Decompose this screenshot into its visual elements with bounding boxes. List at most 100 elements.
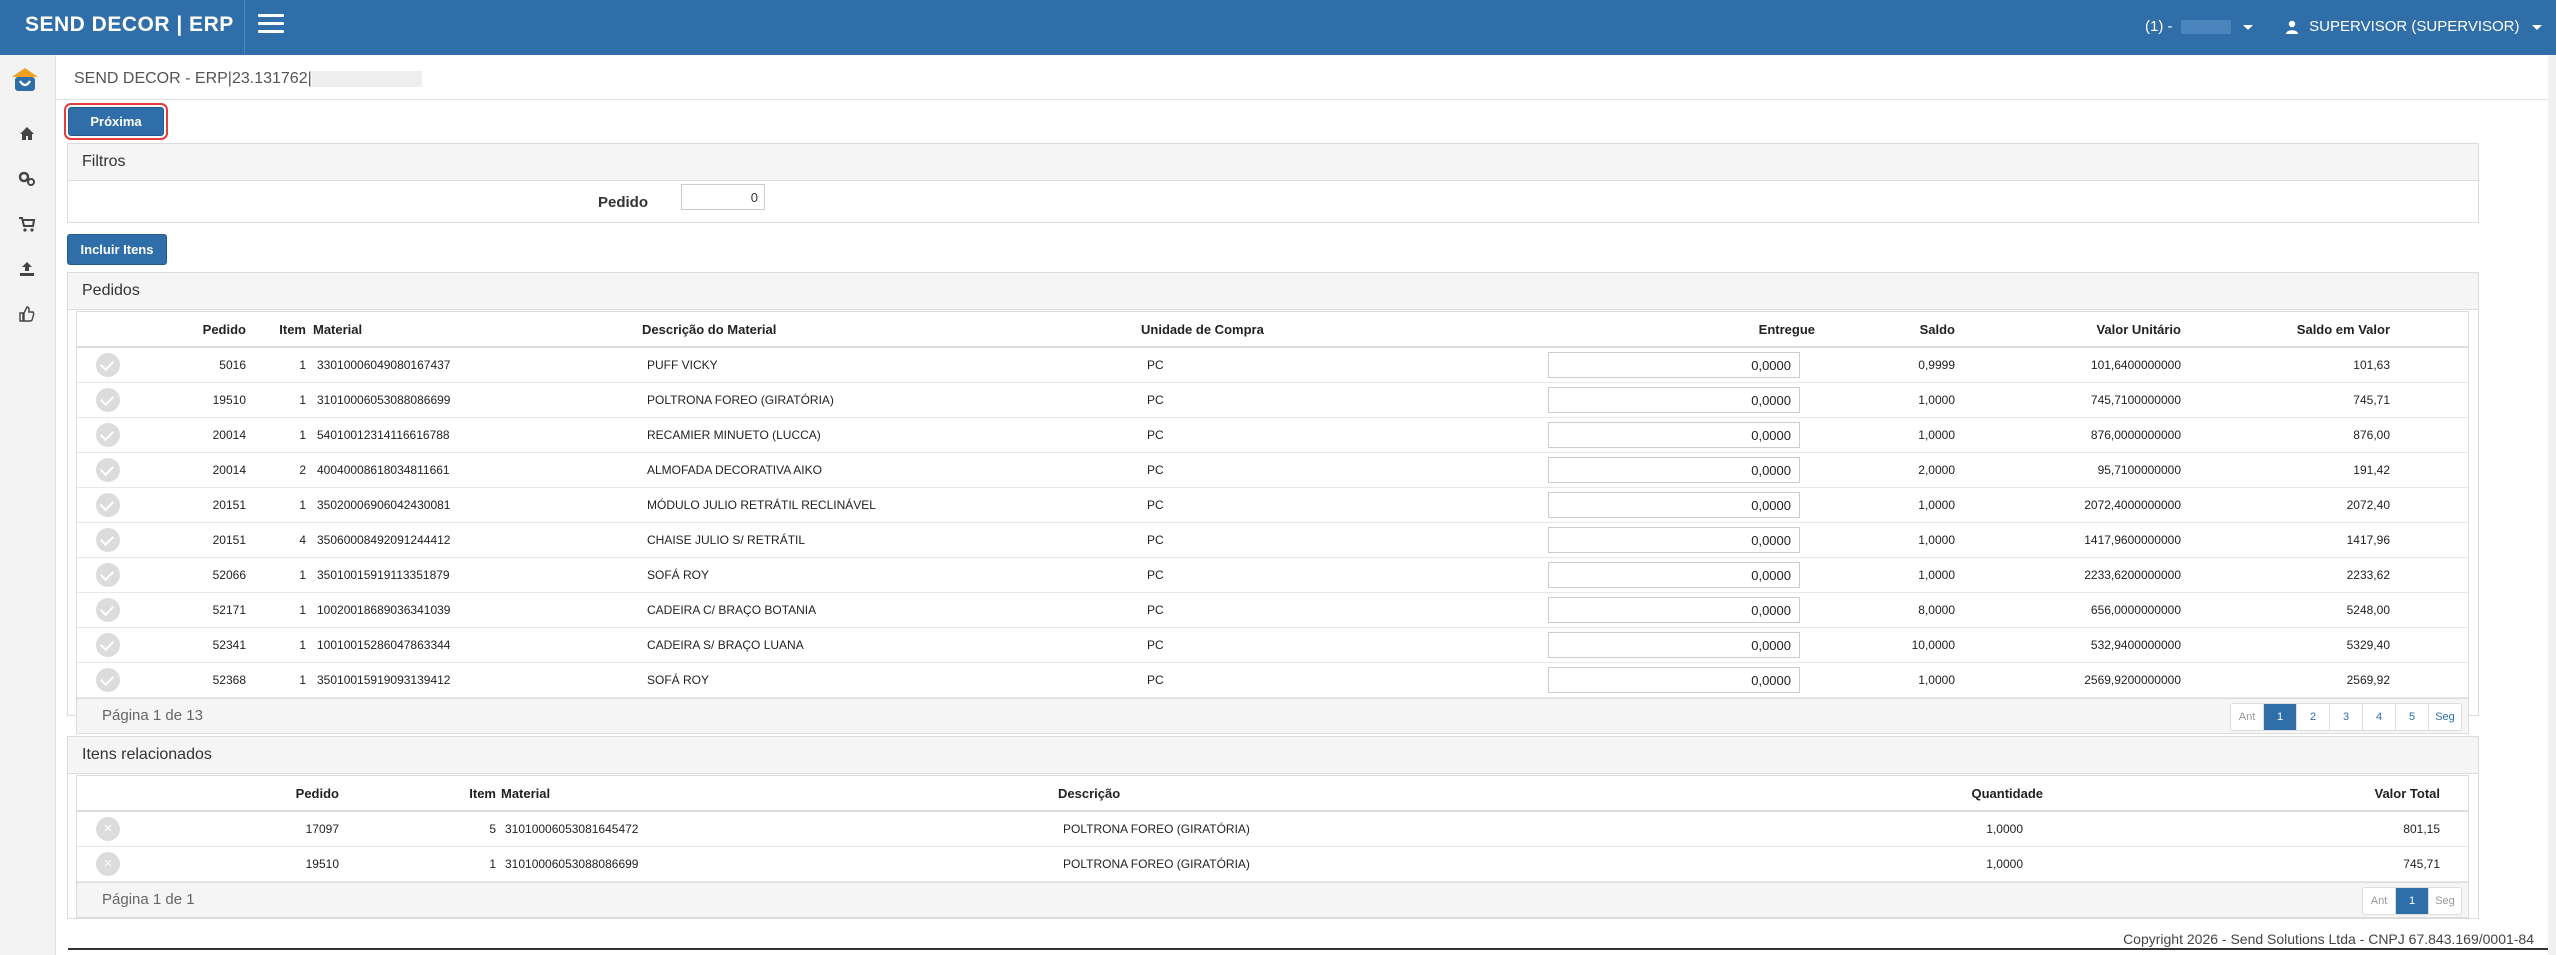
check-circle-icon[interactable]	[96, 598, 120, 622]
page-button[interactable]: Seg	[2428, 888, 2461, 914]
unit-value-cell: 95,7100000000	[1959, 452, 2189, 488]
row-select-cell	[77, 417, 137, 453]
related-body: × 17097 5 31010006053081645472 POLTRONA FORE…	[77, 811, 2468, 882]
row-select-cell	[77, 452, 137, 488]
pedido-cell: 20151	[137, 487, 247, 523]
app-logo-icon[interactable]	[9, 65, 41, 97]
row-select-cell	[77, 382, 137, 418]
delivered-input[interactable]: 0,0000	[1548, 562, 1800, 588]
column-header[interactable]: Entregue	[1547, 312, 1819, 348]
delivered-input[interactable]: 0,0000	[1548, 597, 1800, 623]
sidebar	[0, 55, 56, 955]
chevron-down-icon	[2531, 24, 2542, 30]
check-circle-icon[interactable]	[96, 353, 120, 377]
unit-cell: PC	[1137, 557, 1547, 593]
page-button[interactable]: 1	[2263, 704, 2296, 730]
pedido-cell: 5016	[137, 347, 247, 383]
cart-icon[interactable]	[18, 215, 36, 233]
orders-page-info: Página 1 de 13	[102, 707, 203, 724]
table-row[interactable]: 5016 1 33010006049080167437 PUFF VICKY PC 0,0…	[77, 347, 2468, 383]
row-select-cell	[77, 347, 137, 383]
column-header[interactable]: Saldo em Valor	[2189, 312, 2468, 348]
page-button[interactable]: 3	[2329, 704, 2362, 730]
thumbs-up-icon[interactable]	[18, 305, 36, 323]
delivered-input[interactable]: 0,0000	[1548, 632, 1800, 658]
delivered-input[interactable]: 0,0000	[1548, 352, 1800, 378]
row-select-cell	[77, 522, 137, 558]
table-row[interactable]: 52171 1 10020018689036341039 CADEIRA C/ BRA…	[77, 592, 2468, 628]
check-circle-icon[interactable]	[96, 633, 120, 657]
page-button[interactable]: 5	[2395, 704, 2428, 730]
page-button[interactable]: Seg	[2428, 704, 2461, 730]
column-header[interactable]: Valor Total	[2088, 776, 2468, 812]
table-row[interactable]: 19510 1 31010006053088086699 POLTRONA FOREO…	[77, 382, 2468, 418]
menu-toggle-icon[interactable]	[258, 14, 284, 36]
table-row[interactable]: × 19510 1 31010006053088086699 POLTRONA FORE…	[77, 846, 2468, 882]
pedido-filter-input[interactable]: 0	[681, 184, 765, 210]
delivered-input[interactable]: 0,0000	[1548, 387, 1800, 413]
user-menu[interactable]: SUPERVISOR (SUPERVISOR)	[2285, 18, 2542, 35]
company-selector[interactable]: (1) -	[2145, 18, 2253, 35]
remove-circle-icon[interactable]: ×	[96, 852, 120, 876]
remove-circle-icon[interactable]: ×	[96, 817, 120, 841]
column-header[interactable]: Descrição	[1057, 776, 1617, 812]
check-circle-icon[interactable]	[96, 423, 120, 447]
delivered-input[interactable]: 0,0000	[1548, 422, 1800, 448]
check-circle-icon[interactable]	[96, 458, 120, 482]
orders-header-row: Pedido Item Material Descrição do Materi…	[77, 312, 2468, 348]
upload-icon[interactable]	[18, 260, 36, 278]
page-button[interactable]: 1	[2395, 888, 2428, 914]
cogs-icon[interactable]	[18, 170, 36, 188]
column-header[interactable]: Unidade de Compra	[1137, 312, 1547, 348]
delivered-input[interactable]: 0,0000	[1548, 492, 1800, 518]
delivered-input[interactable]: 0,0000	[1548, 457, 1800, 483]
page-button[interactable]: Ant	[2231, 704, 2263, 730]
table-row[interactable]: 52368 1 35010015919093139412 SOFÁ ROY PC 0,00…	[77, 662, 2468, 698]
column-header[interactable]: Item	[247, 312, 307, 348]
table-row[interactable]: 20151 4 35060008492091244412 CHAISE JULIO S…	[77, 522, 2468, 558]
check-circle-icon[interactable]	[96, 668, 120, 692]
check-circle-icon[interactable]	[96, 388, 120, 412]
check-circle-icon[interactable]	[96, 563, 120, 587]
home-icon[interactable]	[18, 125, 36, 143]
column-header[interactable]: Valor Unitário	[1959, 312, 2189, 348]
pedido-cell: 20151	[137, 522, 247, 558]
pedido-cell: 52368	[137, 662, 247, 698]
orders-title: Pedidos	[68, 273, 2478, 310]
check-circle-icon[interactable]	[96, 528, 120, 552]
delivered-cell: 0,0000	[1547, 347, 1819, 383]
chevron-down-icon	[2242, 24, 2253, 30]
column-header[interactable]: Quantidade	[1617, 776, 2088, 812]
table-row[interactable]: × 17097 5 31010006053081645472 POLTRONA FORE…	[77, 811, 2468, 847]
table-row[interactable]: 20014 2 40040008618034811661 ALMOFADA DECOR…	[77, 452, 2468, 488]
column-header[interactable]: Pedido	[137, 776, 347, 812]
delivered-input[interactable]: 0,0000	[1548, 667, 1800, 693]
column-header[interactable]: Saldo	[1819, 312, 1959, 348]
related-pagination: Ant 1 Seg	[2362, 887, 2462, 915]
column-header[interactable]: Material	[497, 776, 1057, 812]
material-cell: 31010006053081645472	[497, 811, 1057, 847]
table-row[interactable]: 52341 1 10010015286047863344 CADEIRA S/ BRA…	[77, 627, 2468, 663]
page-button[interactable]: 2	[2296, 704, 2329, 730]
check-circle-icon[interactable]	[96, 493, 120, 517]
page-button[interactable]: 4	[2362, 704, 2395, 730]
balance-cell: 2,0000	[1819, 452, 1959, 488]
table-row[interactable]: 20151 1 35020006906042430081 MÓDULO JULIO R…	[77, 487, 2468, 523]
delivered-input[interactable]: 0,0000	[1548, 527, 1800, 553]
related-page-info: Página 1 de 1	[102, 891, 195, 908]
app-brand[interactable]: SEND DECOR | ERP	[25, 13, 234, 36]
next-button[interactable]: Próxima	[68, 107, 164, 136]
vertical-scrollbar[interactable]	[2548, 55, 2556, 955]
column-header[interactable]: Material	[307, 312, 637, 348]
material-cell: 40040008618034811661	[307, 452, 637, 488]
related-table: Pedido Item Material Descrição Quantidad…	[77, 776, 2468, 882]
delivered-cell: 0,0000	[1547, 417, 1819, 453]
description-cell: SOFÁ ROY	[637, 662, 1137, 698]
table-row[interactable]: 20014 1 54010012314116616788 RECAMIER MINUE…	[77, 417, 2468, 453]
column-header[interactable]: Descrição do Material	[637, 312, 1137, 348]
table-row[interactable]: 52066 1 35010015919113351879 SOFÁ ROY PC 0,00…	[77, 557, 2468, 593]
add-items-button[interactable]: Incluir Itens	[67, 234, 167, 265]
page-button[interactable]: Ant	[2363, 888, 2395, 914]
column-header[interactable]: Pedido	[137, 312, 247, 348]
column-header[interactable]: Item	[347, 776, 497, 812]
